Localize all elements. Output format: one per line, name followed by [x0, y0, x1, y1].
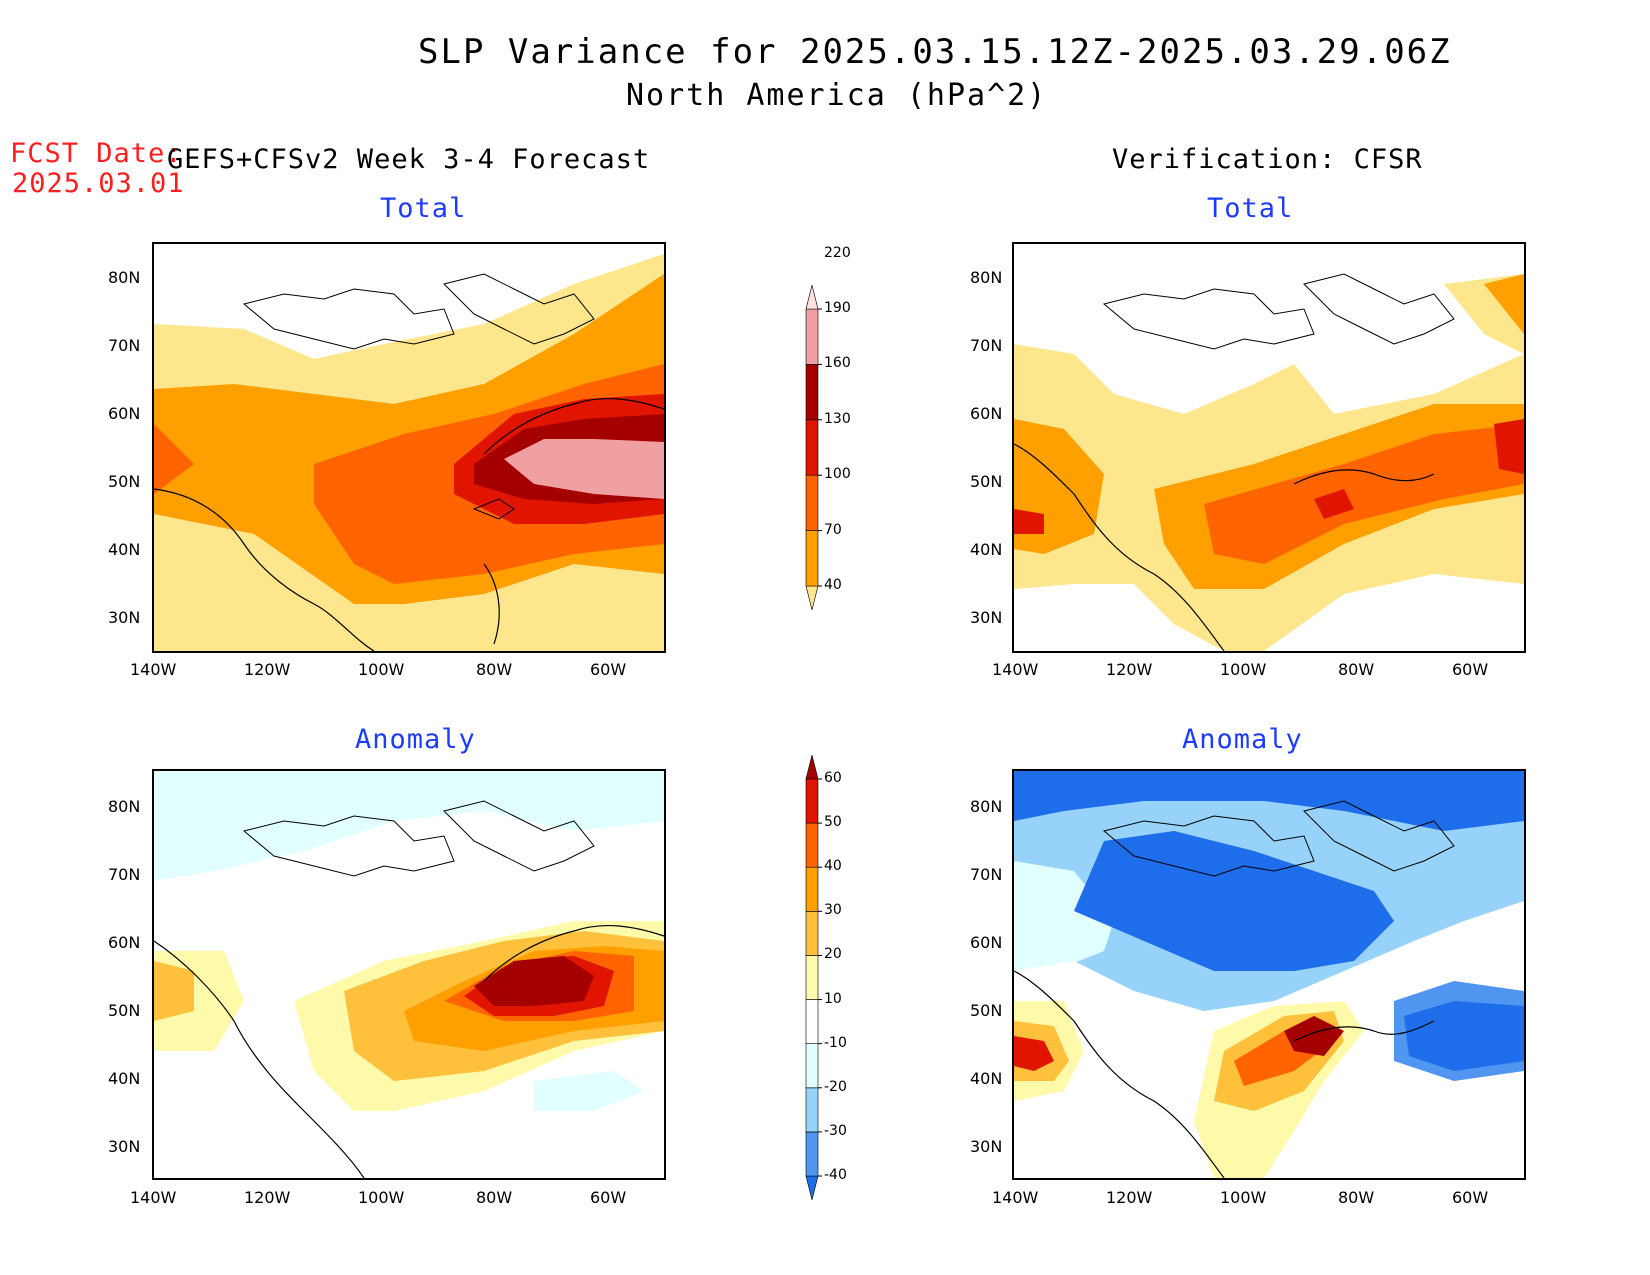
anomaly-colorbar-label-3: -10 — [824, 1034, 847, 1051]
fcst-date-label: FCST Date: — [10, 138, 183, 169]
page-title: SLP Variance for 2025.03.15.12Z-2025.03.… — [418, 32, 1452, 72]
anomaly-colorbar-swatch-10 — [805, 754, 819, 780]
lon-tick-bl-120: 120W — [244, 1188, 291, 1207]
anomaly-colorbar-swatch-2 — [805, 1087, 819, 1133]
lon-tick-tr-120: 120W — [1106, 660, 1153, 679]
lon-tick-tl-60: 60W — [590, 660, 627, 679]
anomaly-colorbar-swatch-1 — [805, 1131, 819, 1177]
lat-tick-bl-40: 40N — [108, 1069, 141, 1088]
anomaly-colorbar-swatch-0 — [805, 1175, 819, 1201]
lat-tick-tl-60: 60N — [108, 404, 141, 423]
total-colorbar-label-1: 70 — [824, 521, 842, 538]
lon-tick-bl-60: 60W — [590, 1188, 627, 1207]
lat-tick-br-60: 60N — [970, 933, 1003, 952]
fcst-date-value: 2025.03.01 — [12, 168, 185, 199]
lat-tick-br-40: 40N — [970, 1069, 1003, 1088]
lat-tick-bl-70: 70N — [108, 865, 141, 884]
lat-tick-tr-40: 40N — [970, 540, 1003, 559]
lon-tick-br-120: 120W — [1106, 1188, 1153, 1207]
anomaly-colorbar: -40 -30 -20 -10 10 20 30 40 50 60 — [800, 754, 860, 1201]
anomaly-colorbar-label-2: -20 — [824, 1078, 847, 1095]
anomaly-colorbar-swatch-6 — [805, 911, 819, 956]
lat-tick-tl-50: 50N — [108, 472, 141, 491]
panel-title-top-left: Total — [380, 193, 467, 224]
total-colorbar-svg — [805, 253, 822, 611]
lon-tick-br-80: 80W — [1338, 1188, 1375, 1207]
total-colorbar-label-6: 220 — [824, 244, 851, 261]
lat-tick-br-30: 30N — [970, 1137, 1003, 1156]
anomaly-colorbar-svg — [805, 754, 822, 1201]
anomaly-colorbar-swatch-4 — [805, 999, 819, 1044]
anomaly-colorbar-swatch-9 — [805, 778, 819, 824]
total-colorbar-label-2: 100 — [824, 466, 851, 483]
lon-tick-tr-60: 60W — [1452, 660, 1489, 679]
total-colorbar-swatch-2 — [805, 474, 819, 531]
lat-tick-tr-30: 30N — [970, 608, 1003, 627]
lat-tick-bl-50: 50N — [108, 1001, 141, 1020]
lon-tick-bl-80: 80W — [476, 1188, 513, 1207]
total-colorbar-label-5: 190 — [824, 300, 851, 316]
lon-tick-br-140: 140W — [992, 1188, 1039, 1207]
map-verification-total — [1012, 242, 1526, 653]
anomaly-colorbar-label-1: -30 — [824, 1122, 847, 1139]
anomaly-colorbar-label-0: -40 — [824, 1167, 847, 1183]
total-colorbar-label-4: 160 — [824, 355, 851, 372]
total-colorbar-swatch-3 — [805, 419, 819, 476]
page-subtitle: North America (hPa^2) — [626, 78, 1048, 113]
anomaly-colorbar-swatch-8 — [805, 822, 819, 868]
lon-tick-tr-80: 80W — [1338, 660, 1375, 679]
anomaly-colorbar-label-5: 20 — [824, 946, 842, 963]
lon-tick-br-60: 60W — [1452, 1188, 1489, 1207]
lat-tick-bl-80: 80N — [108, 797, 141, 816]
lat-tick-br-80: 80N — [970, 797, 1003, 816]
anomaly-colorbar-label-7: 40 — [824, 858, 842, 875]
anomaly-colorbar-label-4: 10 — [824, 990, 842, 1007]
lat-tick-tr-50: 50N — [970, 472, 1003, 491]
lon-tick-bl-140: 140W — [130, 1188, 177, 1207]
total-colorbar-swatch-0 — [805, 585, 819, 611]
panel-title-bottom-right: Anomaly — [1182, 724, 1303, 755]
forecast-header: GEFS+CFSv2 Week 3-4 Forecast — [167, 144, 651, 175]
lat-tick-bl-30: 30N — [108, 1137, 141, 1156]
lon-tick-tl-120: 120W — [244, 660, 291, 679]
panel-title-top-right: Total — [1207, 193, 1294, 224]
lat-tick-tr-70: 70N — [970, 336, 1003, 355]
anomaly-colorbar-swatch-5 — [805, 955, 819, 1000]
panel-title-bottom-left: Anomaly — [355, 724, 476, 755]
total-colorbar-label-0: 40 — [824, 577, 842, 593]
lon-tick-bl-100: 100W — [358, 1188, 405, 1207]
total-colorbar-swatch-6 — [805, 284, 819, 310]
anomaly-colorbar-label-9: 60 — [824, 770, 842, 786]
lat-tick-tl-40: 40N — [108, 540, 141, 559]
map-verification-anomaly — [1012, 769, 1526, 1180]
lat-tick-tl-80: 80N — [108, 268, 141, 287]
lat-tick-tr-80: 80N — [970, 268, 1003, 287]
lat-tick-tl-70: 70N — [108, 336, 141, 355]
anomaly-colorbar-label-8: 50 — [824, 814, 842, 831]
lon-tick-tl-100: 100W — [358, 660, 405, 679]
lon-tick-tl-140: 140W — [130, 660, 177, 679]
lat-tick-bl-60: 60N — [108, 933, 141, 952]
lat-tick-br-70: 70N — [970, 865, 1003, 884]
total-colorbar-label-3: 130 — [824, 410, 851, 427]
verification-header: Verification: CFSR — [1112, 144, 1423, 175]
map-forecast-anomaly — [152, 769, 666, 1180]
total-colorbar-swatch-5 — [805, 308, 819, 365]
lon-tick-tr-100: 100W — [1220, 660, 1267, 679]
lat-tick-tr-60: 60N — [970, 404, 1003, 423]
lon-tick-br-100: 100W — [1220, 1188, 1267, 1207]
lon-tick-tl-80: 80W — [476, 660, 513, 679]
total-colorbar: 40 70 100 130 160 190 220 — [800, 245, 860, 611]
total-colorbar-swatch-1 — [805, 530, 819, 587]
total-colorbar-swatch-4 — [805, 364, 819, 421]
anomaly-colorbar-label-6: 30 — [824, 902, 842, 919]
lat-tick-tl-30: 30N — [108, 608, 141, 627]
lat-tick-br-50: 50N — [970, 1001, 1003, 1020]
map-forecast-total — [152, 242, 666, 653]
anomaly-colorbar-swatch-3 — [805, 1043, 819, 1089]
anomaly-colorbar-swatch-7 — [805, 866, 819, 912]
lon-tick-tr-140: 140W — [992, 660, 1039, 679]
